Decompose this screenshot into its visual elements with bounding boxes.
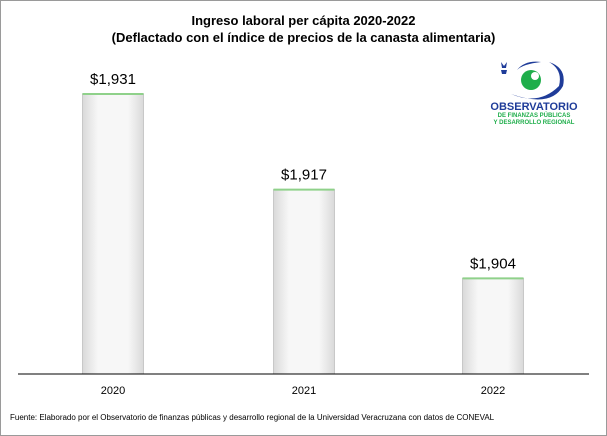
x-tick-label: 2022 xyxy=(481,385,505,397)
logo-line3: Y DESARROLLO REGIONAL xyxy=(493,120,575,126)
data-label: $1,904 xyxy=(470,255,516,272)
bar-2022 xyxy=(462,277,524,375)
bar-2021 xyxy=(273,189,335,375)
x-tick-label: 2021 xyxy=(292,385,316,397)
data-label: $1,917 xyxy=(281,167,327,184)
eye-logo-icon xyxy=(501,61,564,100)
bar-2020 xyxy=(82,93,144,375)
logo-name: OBSERVATORIO xyxy=(490,101,578,113)
observatorio-logo: OBSERVATORIO DE FINANZAS PÚBLICAS Y DESA… xyxy=(479,56,589,131)
x-tick-label: 2020 xyxy=(101,385,125,397)
chart-subtitle: (Deflactado con el índice de precios de … xyxy=(111,30,496,45)
data-label: $1,931 xyxy=(90,71,136,88)
logo-line2: DE FINANZAS PÚBLICAS xyxy=(497,113,571,119)
chart-title: Ingreso laboral per cápita 2020-2022 xyxy=(191,13,416,28)
source-note: Fuente: Elaborado por el Observatorio de… xyxy=(10,413,495,422)
